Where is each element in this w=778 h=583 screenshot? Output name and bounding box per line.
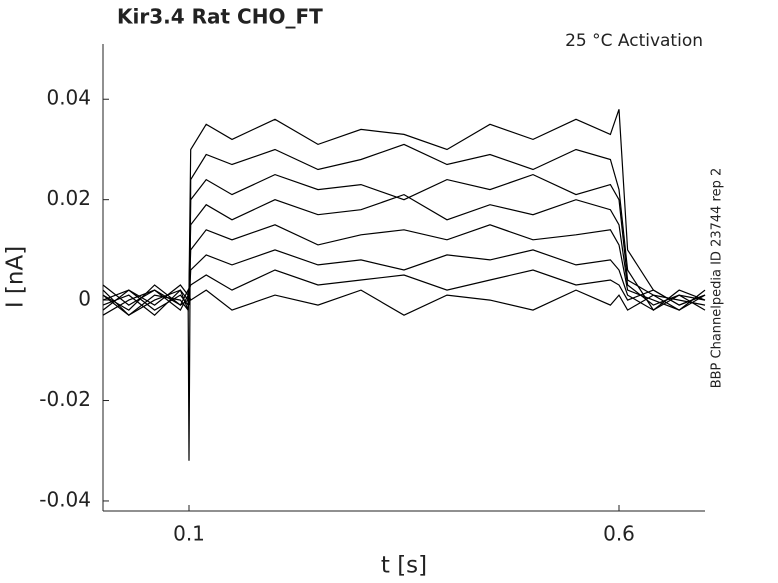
trace	[102, 269, 706, 311]
x-tick-label: 0.6	[603, 522, 635, 546]
trace	[102, 224, 706, 312]
trace	[102, 289, 706, 316]
trace	[102, 193, 706, 316]
trace	[102, 173, 706, 316]
y-tick-label: 0.04	[46, 86, 91, 110]
x-axis-label: t [s]	[381, 553, 427, 579]
trace	[102, 143, 706, 461]
annotation: 25 °C Activation	[565, 31, 703, 51]
chart-title: Kir3.4 Rat CHO_FT	[117, 5, 323, 29]
y-tick-label: 0	[78, 287, 91, 311]
x-tick-label: 0.1	[173, 522, 205, 546]
y-tick-label: 0.02	[46, 186, 91, 210]
y-tick-label: -0.04	[39, 487, 91, 511]
y-axis-label: I [nA]	[3, 246, 29, 308]
trace	[102, 109, 706, 311]
y-tick-label: -0.02	[39, 387, 91, 411]
side-note: BBP Channelpedia ID 23744 rep 2	[710, 168, 725, 389]
trace	[102, 249, 706, 316]
